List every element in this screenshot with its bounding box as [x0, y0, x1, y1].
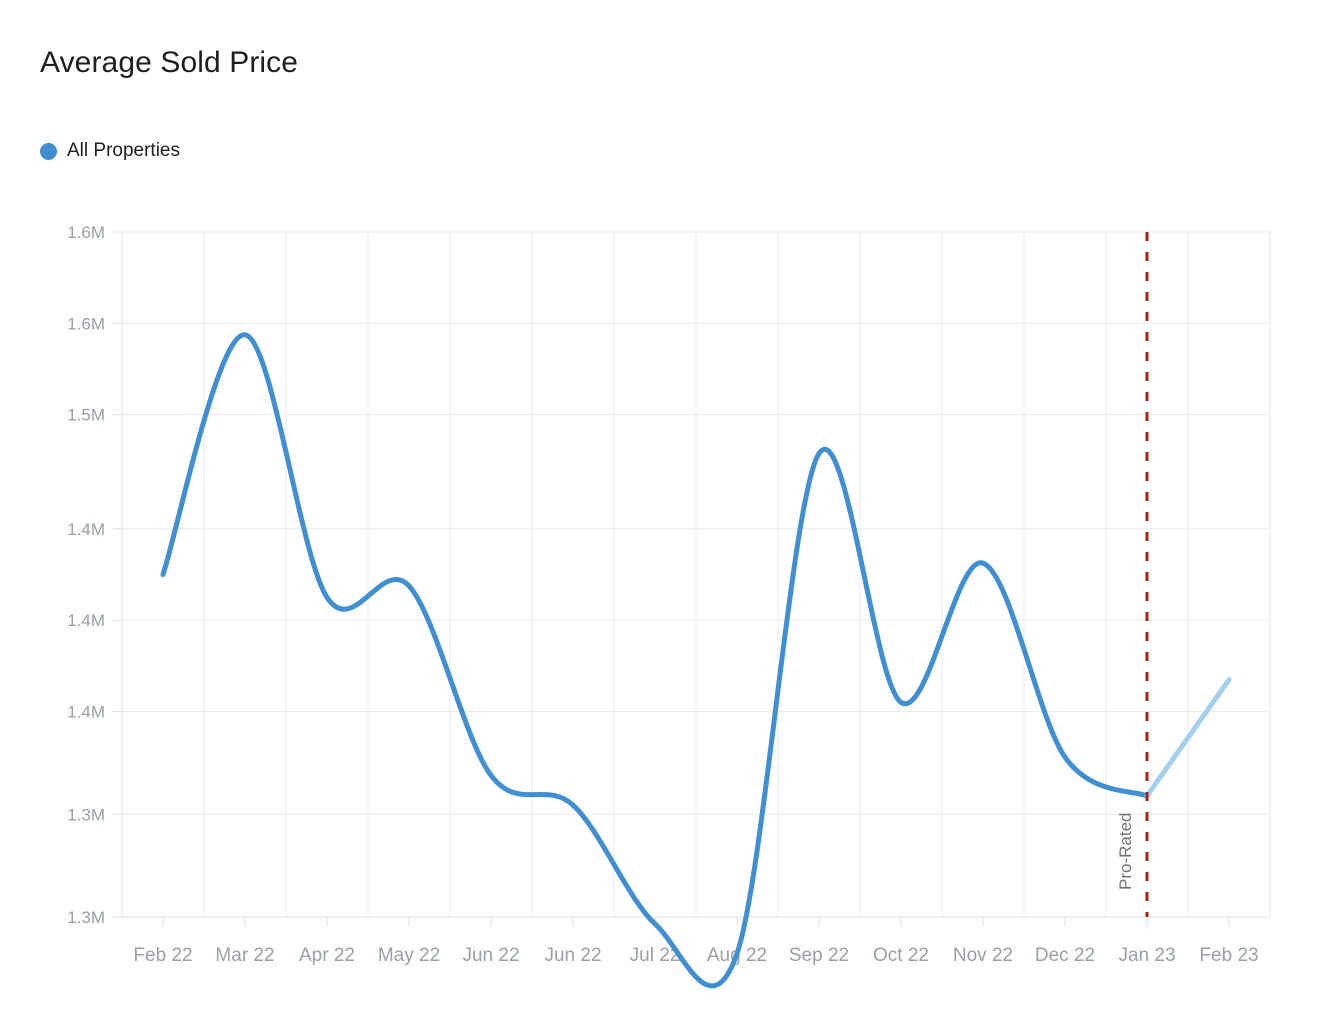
legend-item-label: All Properties	[67, 140, 180, 161]
series-line-forecast	[1144, 677, 1232, 799]
x-axis-label: Dec 22	[1035, 945, 1095, 966]
x-axis-label: Feb 23	[1199, 945, 1258, 966]
x-axis-label: Jul 22	[630, 945, 681, 966]
x-axis-label: Sep 22	[789, 945, 849, 966]
x-axis-label: Jan 23	[1118, 945, 1175, 966]
y-axis-label: 1.4M	[67, 611, 105, 630]
y-axis-label: 1.6M	[67, 314, 105, 333]
x-axis-label: Jun 22	[544, 945, 601, 966]
x-axis-label: Mar 22	[215, 945, 274, 966]
y-axis-label: 1.4M	[67, 520, 105, 539]
annotation-marker-label: Pro-Rated	[1116, 813, 1135, 890]
x-axis-label: May 22	[378, 945, 440, 966]
chart-legend: All Properties	[40, 140, 180, 162]
y-axis-label: 1.6M	[67, 223, 105, 242]
y-axis-label: 1.3M	[67, 805, 105, 824]
series-line-actual	[160, 332, 1150, 989]
legend-color-dot	[40, 142, 57, 160]
y-axis-label: 1.4M	[67, 703, 105, 722]
x-axis-label: Oct 22	[873, 945, 929, 966]
y-axis-label: 1.5M	[67, 406, 105, 425]
x-axis-label: Apr 22	[299, 945, 355, 966]
x-axis-label: Feb 22	[133, 945, 192, 966]
x-axis-label: Nov 22	[953, 945, 1013, 966]
x-axis-label: Jun 22	[462, 945, 519, 966]
page-title: Average Sold Price	[40, 46, 299, 79]
y-axis-label: 1.3M	[67, 908, 105, 927]
